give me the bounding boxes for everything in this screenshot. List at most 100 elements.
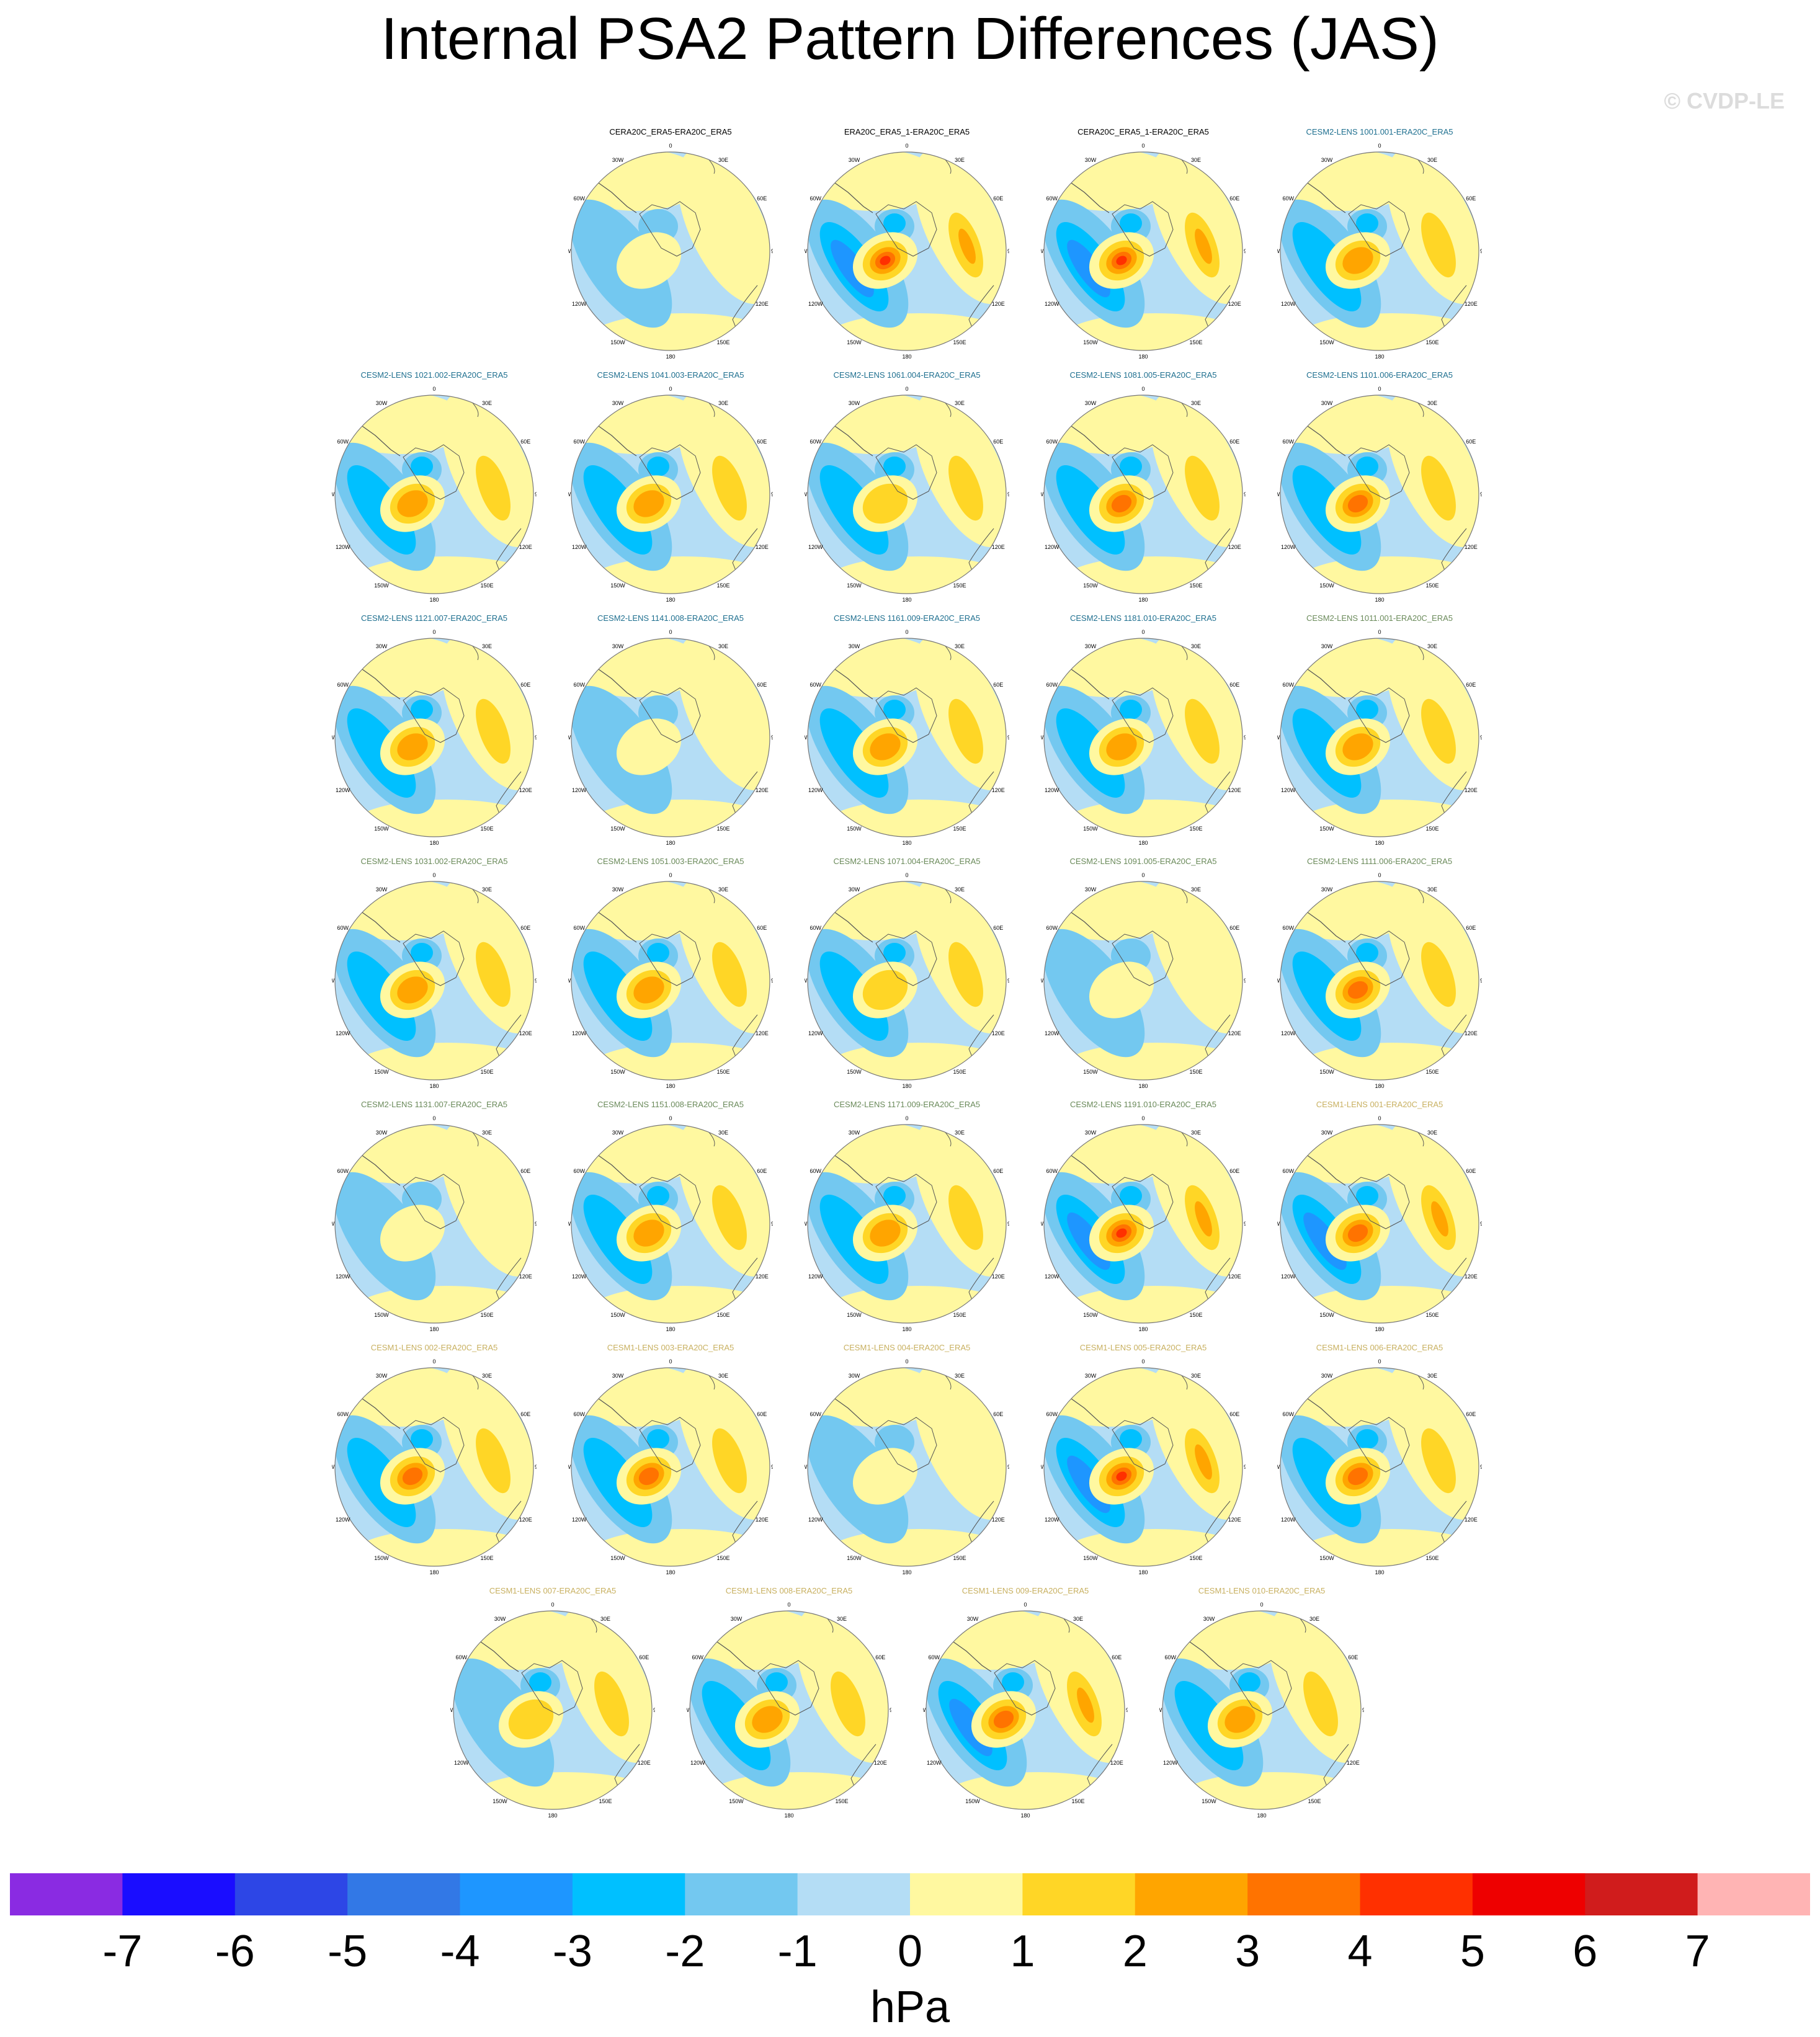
longitude-label: 120E bbox=[1228, 301, 1241, 307]
polar-map: 0 30E 60E 90E 120E 150E 180 150W 120W 90W 60W 30W bbox=[1041, 386, 1246, 603]
longitude-label: 180 bbox=[1020, 1812, 1030, 1819]
longitude-label: 30W bbox=[1203, 1616, 1215, 1622]
panel-title: CESM2-LENS 1171.009-ERA20C_ERA5 bbox=[833, 1100, 981, 1109]
longitude-label: 90E bbox=[771, 1464, 773, 1470]
longitude-label: 150W bbox=[1319, 1312, 1334, 1318]
longitude-label: 120E bbox=[519, 787, 532, 793]
longitude-label: 30W bbox=[612, 886, 624, 893]
longitude-label: 180 bbox=[902, 354, 911, 360]
longitude-label: 90E bbox=[1480, 978, 1482, 984]
longitude-label: 150W bbox=[1319, 1555, 1334, 1561]
polar-map: 0 30E 60E 90E 120E 150E 180 150W 120W 90W 60W 30W bbox=[332, 1115, 537, 1332]
panel-title: ERA20C_ERA5_1-ERA20C_ERA5 bbox=[844, 127, 970, 136]
longitude-label: 150E bbox=[480, 1555, 493, 1561]
longitude-label: 120E bbox=[638, 1760, 651, 1766]
longitude-label: 0 bbox=[905, 872, 908, 878]
longitude-label: 60E bbox=[1466, 1411, 1476, 1417]
panel-title: CESM2-LENS 1001.001-ERA20C_ERA5 bbox=[1306, 127, 1453, 136]
longitude-label: 150E bbox=[599, 1798, 612, 1804]
longitude-label: 60W bbox=[692, 1654, 704, 1660]
polar-map: 0 30E 60E 90E 120E 150E 180 150W 120W 90W 60W 30W bbox=[568, 386, 773, 603]
longitude-label: 150W bbox=[493, 1798, 507, 1804]
map-panel: CESM2-LENS 1041.003-ERA20C_ERA5 0 30E 60E 90… bbox=[568, 370, 773, 603]
longitude-label: 180 bbox=[429, 1083, 439, 1089]
colorbar-swatch bbox=[1697, 1873, 1810, 1915]
longitude-label: 0 bbox=[1378, 872, 1381, 878]
longitude-label: 90W bbox=[1041, 1221, 1044, 1227]
longitude-label: 120W bbox=[808, 1273, 823, 1280]
panel-title: CESM1-LENS 007-ERA20C_ERA5 bbox=[489, 1586, 617, 1595]
longitude-label: 90W bbox=[805, 1221, 808, 1227]
longitude-label: 30E bbox=[718, 157, 728, 163]
longitude-label: 0 bbox=[669, 629, 672, 635]
longitude-label: 30E bbox=[1427, 157, 1437, 163]
colorbar-swatch bbox=[1585, 1873, 1698, 1915]
page-title: Internal PSA2 Pattern Differences (JAS) bbox=[381, 6, 1439, 72]
polar-map: 0 30E 60E 90E 120E 150E 180 150W 120W 90W 60W 30W bbox=[332, 386, 537, 603]
panel-title: CESM2-LENS 1051.003-ERA20C_ERA5 bbox=[597, 857, 744, 866]
longitude-label: 120E bbox=[1347, 1760, 1360, 1766]
longitude-label: 150E bbox=[716, 1069, 729, 1075]
polar-map: 0 30E 60E 90E 120E 150E 180 150W 120W 90W 60W 30W bbox=[1041, 143, 1246, 360]
longitude-label: 90W bbox=[1277, 1221, 1280, 1227]
longitude-label: 90W bbox=[332, 734, 335, 741]
longitude-label: 90W bbox=[923, 1707, 926, 1713]
map-panel: CESM2-LENS 1101.006-ERA20C_ERA5 0 30E 60E 90… bbox=[1277, 370, 1482, 603]
longitude-label: 90E bbox=[1007, 978, 1009, 984]
longitude-label: 150E bbox=[1425, 1069, 1439, 1075]
longitude-label: 120W bbox=[808, 1517, 823, 1523]
longitude-label: 150E bbox=[1425, 582, 1439, 589]
longitude-label: 120E bbox=[1465, 544, 1478, 550]
panel-title: CESM2-LENS 1121.007-ERA20C_ERA5 bbox=[360, 613, 508, 623]
polar-map: 0 30E 60E 90E 120E 150E 180 150W 120W 90W 60W 30W bbox=[568, 1115, 773, 1332]
longitude-label: 90E bbox=[1007, 1221, 1009, 1227]
colorbar-swatch bbox=[10, 1873, 123, 1915]
longitude-label: 90E bbox=[1007, 1464, 1009, 1470]
longitude-label: 30W bbox=[612, 400, 624, 406]
longitude-label: 120E bbox=[992, 544, 1005, 550]
longitude-label: 150W bbox=[610, 826, 625, 832]
longitude-label: 120W bbox=[572, 544, 587, 550]
longitude-label: 0 bbox=[905, 629, 908, 635]
watermark: © CVDP-LE bbox=[1664, 88, 1785, 114]
map-panel: CESM1-LENS 006-ERA20C_ERA5 0 30E 60E 90E 120E… bbox=[1277, 1343, 1482, 1576]
longitude-label: 120E bbox=[992, 1273, 1005, 1280]
longitude-label: 60W bbox=[1046, 1411, 1058, 1417]
longitude-label: 150W bbox=[1319, 1069, 1334, 1075]
longitude-label: 90W bbox=[1277, 248, 1280, 254]
longitude-label: 180 bbox=[666, 1083, 675, 1089]
longitude-label: 120W bbox=[808, 787, 823, 793]
longitude-label: 60W bbox=[1283, 1168, 1295, 1174]
panel-title: CESM2-LENS 1081.005-ERA20C_ERA5 bbox=[1069, 370, 1217, 380]
longitude-label: 150E bbox=[953, 826, 966, 832]
longitude-label: 30W bbox=[1085, 643, 1097, 649]
colorbar-swatch bbox=[797, 1873, 911, 1915]
longitude-label: 120W bbox=[1045, 1517, 1059, 1523]
longitude-label: 120W bbox=[1281, 301, 1296, 307]
longitude-label: 30E bbox=[1427, 643, 1437, 649]
longitude-label: 90W bbox=[1041, 734, 1044, 741]
longitude-label: 60W bbox=[1283, 925, 1295, 931]
panel-title: CESM2-LENS 1151.008-ERA20C_ERA5 bbox=[597, 1100, 744, 1109]
longitude-label: 60W bbox=[574, 1411, 586, 1417]
polar-map: 0 30E 60E 90E 120E 150E 180 150W 120W 90W 60W 30W bbox=[805, 872, 1009, 1089]
longitude-label: 30E bbox=[1309, 1616, 1319, 1622]
map-panel: CESM2-LENS 1051.003-ERA20C_ERA5 0 30E 60E 90… bbox=[568, 857, 773, 1089]
polar-map: 0 30E 60E 90E 120E 150E 180 150W 120W 90W 60W 30W bbox=[1277, 1115, 1482, 1332]
colorbar-tick-label: -3 bbox=[553, 1927, 592, 1972]
polar-map: 0 30E 60E 90E 120E 150E 180 150W 120W 90W 60W 30W bbox=[1159, 1602, 1364, 1819]
longitude-label: 0 bbox=[669, 143, 672, 149]
colorbar-tick-label: -2 bbox=[665, 1927, 705, 1972]
longitude-label: 60W bbox=[574, 195, 586, 202]
longitude-label: 30E bbox=[482, 886, 492, 893]
map-panel: CESM1-LENS 002-ERA20C_ERA5 0 30E 60E 90E 120E… bbox=[332, 1343, 537, 1576]
longitude-label: 150W bbox=[1319, 826, 1334, 832]
longitude-label: 30W bbox=[1085, 1373, 1097, 1379]
longitude-label: 150W bbox=[610, 1069, 625, 1075]
longitude-label: 0 bbox=[669, 872, 672, 878]
colorbar-tick-label: -4 bbox=[440, 1927, 480, 1972]
polar-map: 0 30E 60E 90E 120E 150E 180 150W 120W 90W 60W 30W bbox=[1277, 1358, 1482, 1576]
map-panel: CESM2-LENS 1071.004-ERA20C_ERA5 0 30E 60E 90… bbox=[805, 857, 1009, 1089]
polar-map: 0 30E 60E 90E 120E 150E 180 150W 120W 90W 60W 30W bbox=[805, 386, 1009, 603]
longitude-label: 120W bbox=[1281, 544, 1296, 550]
